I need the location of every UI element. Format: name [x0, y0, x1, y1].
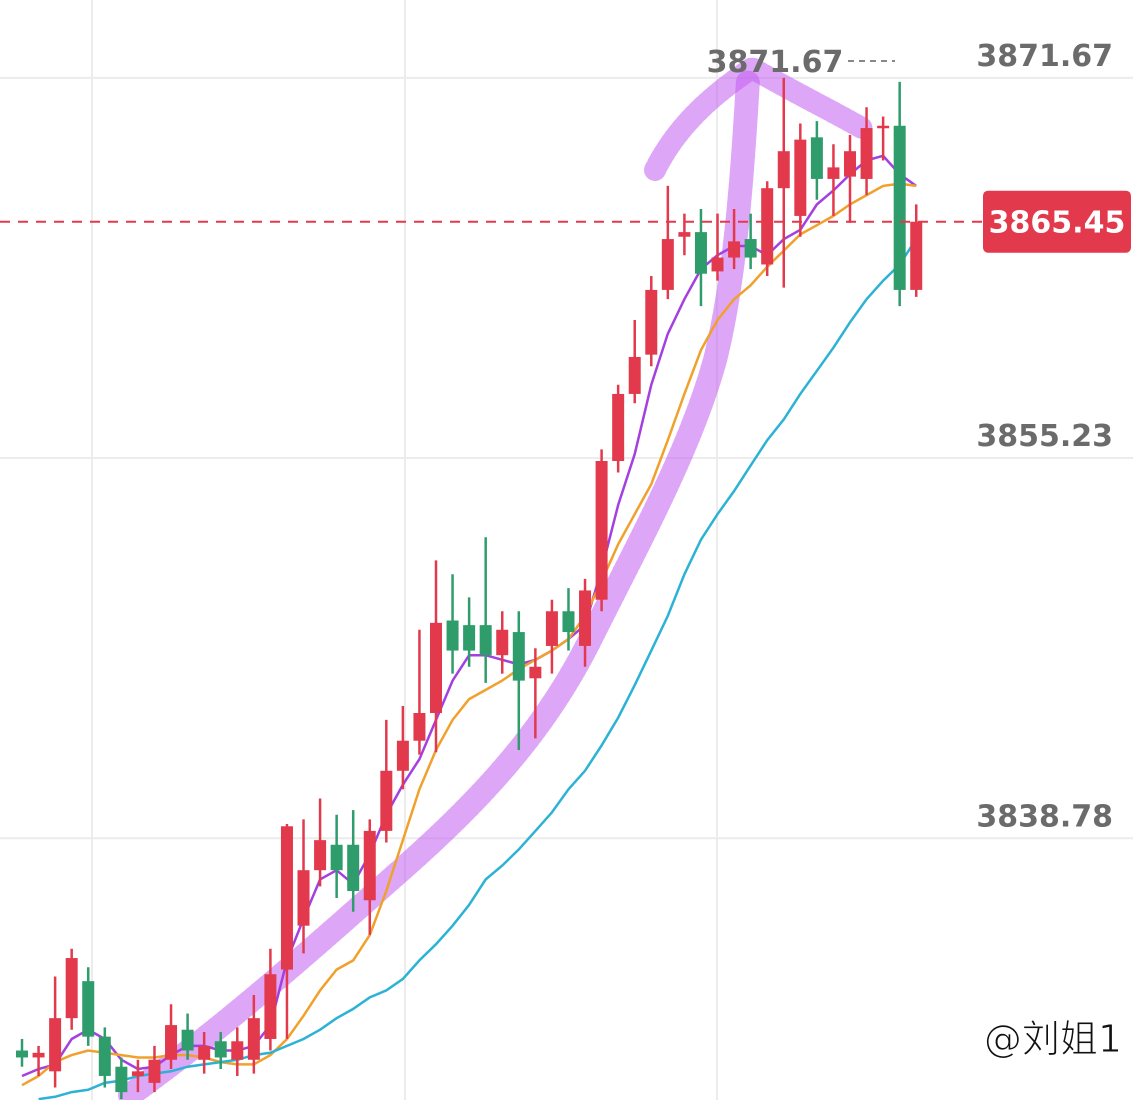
- candle-body: [247, 1018, 260, 1060]
- candle-body: [380, 770, 393, 831]
- candle-body: [297, 870, 310, 926]
- candle-body: [16, 1050, 28, 1058]
- candle-body: [165, 1025, 178, 1060]
- candle-body: [280, 826, 293, 970]
- candle-body: [579, 590, 592, 646]
- candle-body: [777, 151, 790, 189]
- candle-body: [32, 1052, 45, 1058]
- y-axis: 3838.78 3855.23 3871.67 3865.45: [976, 39, 1131, 834]
- candle-body: [463, 625, 476, 651]
- candle-body: [148, 1059, 161, 1083]
- grid: [0, 76, 1133, 840]
- y-tick-label: 3855.23: [976, 419, 1113, 454]
- candle-body: [844, 151, 856, 177]
- high-label: 3871.67: [707, 45, 844, 80]
- last-price-label: 3865.45: [989, 206, 1126, 241]
- candle-body: [181, 1029, 194, 1051]
- candle-body: [794, 139, 807, 216]
- y-tick-label: 3871.67: [976, 39, 1113, 74]
- candle-body: [661, 239, 674, 290]
- y-tick-label: 3838.78: [976, 799, 1113, 834]
- candle-body: [529, 666, 542, 679]
- candle-body: [595, 460, 608, 600]
- candle-body: [363, 830, 376, 901]
- candle-body: [645, 289, 658, 355]
- candle-body: [744, 239, 757, 258]
- candle-body: [430, 622, 442, 713]
- candle-body: [330, 844, 343, 871]
- candle-body: [628, 356, 641, 394]
- candle-body: [612, 393, 625, 461]
- candle-body: [98, 1036, 111, 1076]
- candle-body: [545, 611, 558, 646]
- candle-body: [115, 1066, 128, 1093]
- candle-body: [678, 232, 691, 237]
- candle-body: [827, 167, 840, 179]
- candle-body: [877, 125, 890, 129]
- candle-body: [860, 128, 873, 179]
- candle-body: [512, 632, 525, 681]
- candle-body: [49, 1018, 62, 1072]
- candle-body: [131, 1071, 144, 1076]
- candle-body: [314, 840, 327, 871]
- candle-body: [479, 625, 492, 656]
- candle-body: [264, 974, 277, 1039]
- candle-body: [446, 620, 459, 651]
- candle-body: [496, 629, 509, 656]
- candle-body: [396, 740, 409, 771]
- candle-body: [214, 1041, 227, 1058]
- candle-body: [562, 611, 575, 633]
- candle-body: [65, 958, 78, 1019]
- candle-body: [810, 137, 823, 179]
- watermark: @刘姐1: [984, 1017, 1122, 1061]
- candle-body: [231, 1041, 244, 1060]
- candle-body: [761, 188, 774, 265]
- candle-body: [82, 981, 95, 1037]
- candle-body: [728, 241, 741, 258]
- moving-average-line: [38, 238, 918, 1100]
- candle-body: [694, 232, 707, 274]
- candle-body: [711, 257, 724, 272]
- last-price-badge: [983, 190, 1131, 253]
- candle-body: [198, 1045, 211, 1060]
- candle-body: [893, 125, 906, 290]
- candle-body: [910, 221, 923, 290]
- candle-body: [413, 712, 426, 741]
- plot: [0, 77, 983, 1100]
- candle-body: [347, 844, 360, 892]
